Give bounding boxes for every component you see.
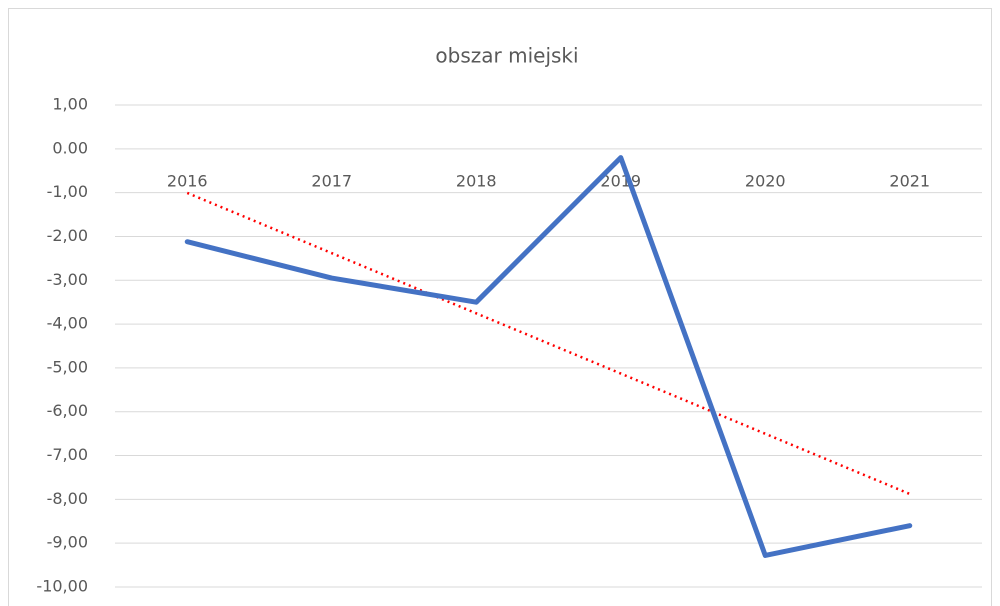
x-tick-label: 2016 <box>167 171 208 190</box>
y-tick-label: -5,00 <box>47 357 88 376</box>
y-tick-label: -4,00 <box>47 314 88 333</box>
trendline <box>186 191 911 496</box>
x-tick-label: 2020 <box>745 171 786 190</box>
y-tick-label: -8,00 <box>47 489 88 508</box>
data-line <box>184 155 913 558</box>
y-tick-label: -7,00 <box>47 445 88 464</box>
y-tick-label: -2,00 <box>47 226 88 245</box>
chart-frame <box>8 8 992 606</box>
y-tick-label: 0.00 <box>52 138 88 157</box>
x-tick-label: 2017 <box>311 171 352 190</box>
y-tick-label: -10,00 <box>36 577 88 596</box>
x-tick-label: 2021 <box>889 171 930 190</box>
y-tick-label: -6,00 <box>47 401 88 420</box>
x-tick-label: 2018 <box>456 171 497 190</box>
chart-title: obszar miejski <box>435 44 578 68</box>
y-tick-label: 1,00 <box>52 95 88 114</box>
y-tick-label: -9,00 <box>47 533 88 552</box>
y-tick-label: -3,00 <box>47 270 88 289</box>
y-tick-label: -1,00 <box>47 182 88 201</box>
